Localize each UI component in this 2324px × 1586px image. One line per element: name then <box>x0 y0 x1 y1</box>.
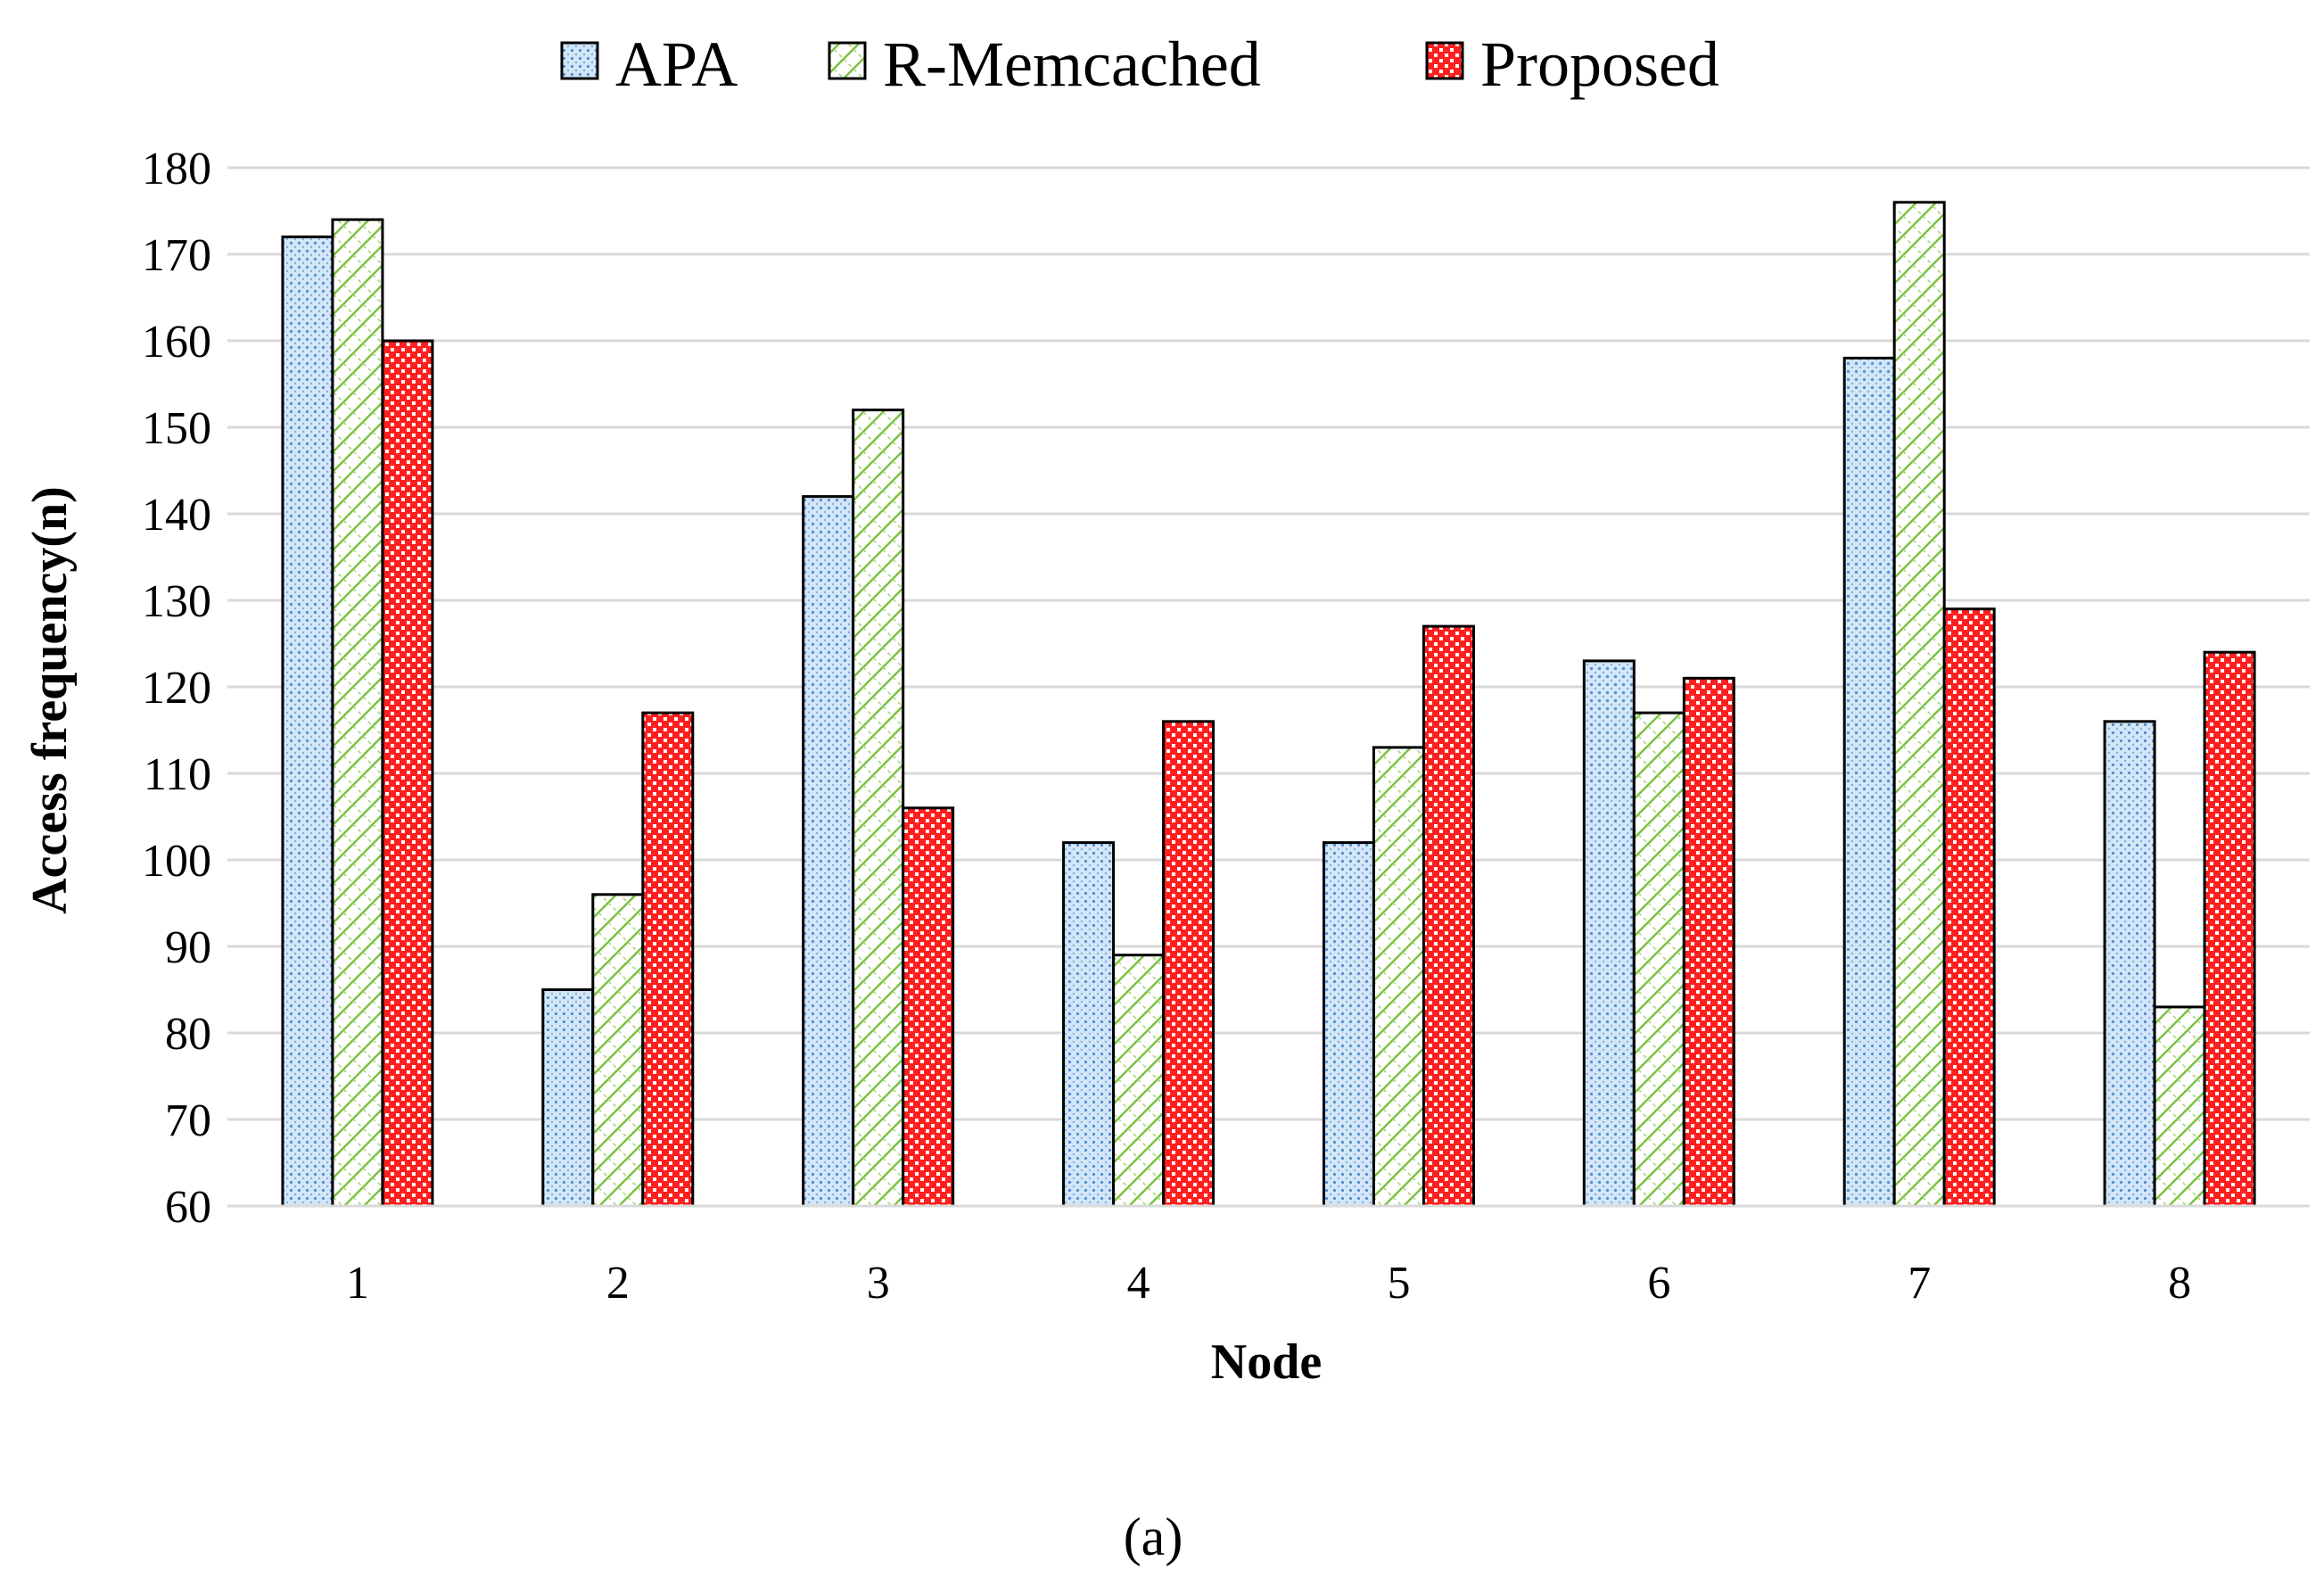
y-tick-label: 100 <box>142 836 211 887</box>
bar-r-memcached-node-6 <box>1632 711 1685 1208</box>
bar-r-memcached-node-7 <box>1892 201 1946 1208</box>
y-tick-label: 160 <box>142 317 211 368</box>
figure-caption: (a) <box>1124 1508 1183 1566</box>
y-tick-label: 120 <box>142 663 211 714</box>
y-tick-label: 80 <box>165 1009 211 1060</box>
legend-label-proposed: Proposed <box>1480 29 1719 100</box>
x-tick-label: 3 <box>867 1258 890 1309</box>
legend-label-r-memcached: R-Memcached <box>883 29 1261 100</box>
legend-swatch-proposed <box>1425 41 1464 80</box>
y-tick-label: 90 <box>165 922 211 973</box>
y-tick-label: 140 <box>142 490 211 541</box>
y-tick-label: 110 <box>144 749 211 800</box>
bar-apa-node-7 <box>1842 356 1896 1208</box>
bar-r-memcached-node-2 <box>591 893 645 1208</box>
bar-proposed-node-3 <box>902 806 955 1208</box>
bar-apa-node-6 <box>1582 659 1636 1208</box>
bar-apa-node-8 <box>2103 720 2156 1208</box>
bar-apa-node-2 <box>541 988 595 1208</box>
legend-swatch-apa <box>560 41 599 80</box>
y-axis-ticks: 60 70 80 90 100 110 120 130 140 150 160 170 180 <box>142 144 211 1233</box>
bar-proposed-node-2 <box>641 711 695 1208</box>
y-tick-label: 170 <box>142 230 211 281</box>
legend-swatch-r-memcached <box>828 41 867 80</box>
bar-proposed-node-7 <box>1942 607 1996 1208</box>
x-axis-ticks: 1 2 3 4 5 6 7 8 <box>346 1258 2191 1309</box>
x-tick-label: 7 <box>1908 1258 1931 1309</box>
legend-label-apa: APA <box>615 29 738 100</box>
bar-apa-node-1 <box>281 235 334 1208</box>
x-tick-label: 6 <box>1647 1258 1670 1309</box>
x-axis-label: Node <box>1211 1334 1322 1390</box>
x-tick-label: 5 <box>1387 1258 1410 1309</box>
bar-apa-node-4 <box>1062 841 1116 1208</box>
bar-r-memcached-node-5 <box>1372 746 1425 1208</box>
bars <box>281 201 2256 1208</box>
bar-r-memcached-node-4 <box>1112 954 1166 1208</box>
bar-proposed-node-5 <box>1422 624 1475 1208</box>
y-tick-label: 60 <box>165 1182 211 1233</box>
y-tick-label: 180 <box>142 144 211 194</box>
x-tick-label: 8 <box>2168 1258 2191 1309</box>
y-axis-label: Access frequency(n) <box>22 486 78 914</box>
y-tick-label: 150 <box>142 403 211 454</box>
x-tick-label: 4 <box>1127 1258 1150 1309</box>
bar-apa-node-3 <box>802 495 855 1208</box>
y-tick-label: 130 <box>142 576 211 627</box>
bar-r-memcached-node-3 <box>852 409 905 1208</box>
bar-proposed-node-1 <box>381 339 434 1208</box>
legend: APA R-Memcached Proposed <box>560 29 1719 100</box>
x-tick-label: 1 <box>346 1258 369 1309</box>
bar-r-memcached-node-1 <box>331 218 384 1208</box>
y-tick-label: 70 <box>165 1095 211 1146</box>
bar-apa-node-5 <box>1322 841 1375 1208</box>
x-tick-label: 2 <box>606 1258 630 1309</box>
bar-proposed-node-4 <box>1162 720 1216 1208</box>
gridlines <box>227 166 2310 1121</box>
bar-proposed-node-8 <box>2203 650 2256 1208</box>
bar-proposed-node-6 <box>1682 676 1735 1208</box>
bar-r-memcached-node-8 <box>2153 1005 2206 1208</box>
